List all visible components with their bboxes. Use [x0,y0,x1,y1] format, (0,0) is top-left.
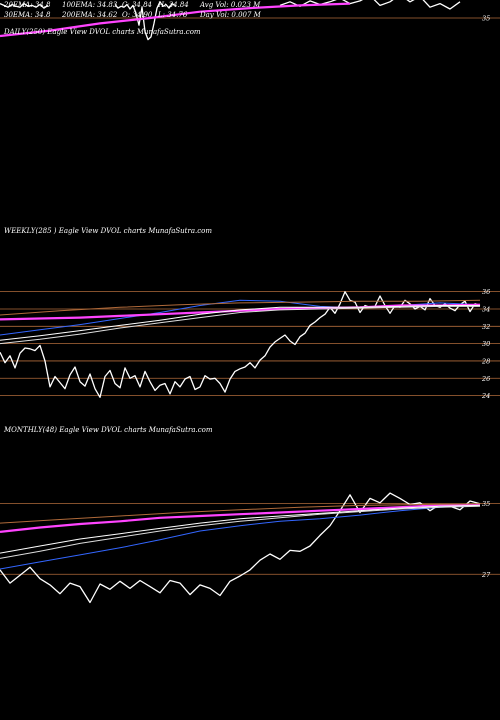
header-stat-ema100: 100EMA: 34.83 [62,1,118,9]
daily-series-price-late [279,0,461,10]
daily-series-price-daily [114,1,176,41]
weekly-tick-label: 30 [482,340,490,348]
monthly-tick-label: 35 [482,500,490,508]
monthly-series-ema-brown [0,503,481,524]
weekly-tick-label: 26 [481,375,490,383]
weekly-tick-label: 34 [482,305,490,313]
weekly-series-ema-pink [0,303,481,321]
header-stat-low: L: 34.76 [157,11,188,19]
weekly-tick-label: 32 [482,323,490,331]
header-stat-ema20: 20EMA: 34.8 [3,1,51,9]
monthly-series-ema-pink [0,503,481,533]
header-stat-open: O: 34.90 [122,11,153,19]
monthly-series-ema-blue [0,504,481,570]
daily-series-price [0,2,49,9]
weekly-series-ema-white-b [0,305,480,345]
monthly-series-ema-white-b [0,505,481,559]
weekly-panel: 36 34 32 30 28 26 24 WEEKLY(285 ) Eagle View DV… [0,227,500,400]
header-stat-ema200: 200EMA: 34.62 [61,11,118,19]
header-stat-ema30: 30EMA: 34.8 [4,11,51,19]
weekly-series-ema-brown [0,299,481,316]
weekly-tick-label: 28 [481,357,490,365]
monthly-panel: 35 27 MONTHLY(48) Eagle View DVOL charts M… [0,426,500,604]
monthly-series-price [0,492,481,604]
header-stat-dayvol: Day Vol: 0.007 M [199,11,262,19]
daily-panel: 35 DAILY(250) Eagle View DVOL charts Muna… [0,0,500,41]
weekly-tick-label: 24 [481,392,490,400]
daily-chart-title: DAILY(250) Eagle View DVOL charts Munafa… [3,28,201,36]
weekly-series-ema-white-a [0,305,480,341]
header-stats: 20EMA: 34.8 100EMA: 34.83 C: 34.84 H: 34… [3,1,262,19]
daily-tick-label: 35 [482,15,490,23]
header-stat-avgvol: Avg Vol: 0.023 M [199,1,261,9]
monthly-tick-label: 27 [481,571,491,579]
monthly-chart-title: MONTHLY(48) Eagle View DVOL charts Munaf… [3,426,213,434]
header-stat-close: C: 34.84 [122,1,152,9]
weekly-tick-label: 36 [482,288,490,296]
daily-series-ema-pink [0,2,351,38]
weekly-chart-title: WEEKLY(285 ) Eagle View DVOL charts Muna… [4,227,212,235]
header-stat-high: H: 34.84 [157,1,189,9]
monthly-series-ema-white-a [0,504,481,554]
